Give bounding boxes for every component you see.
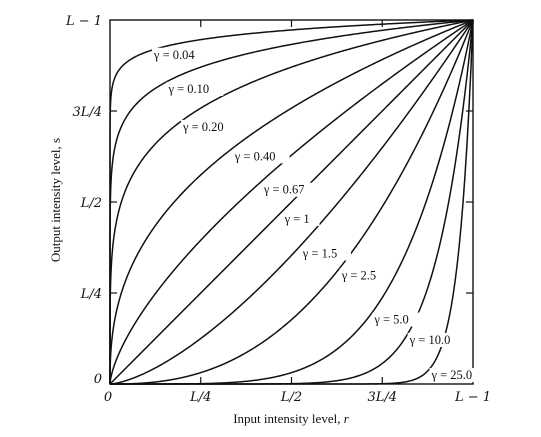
x-tick-label: L/2 xyxy=(280,390,302,405)
gamma-label-background xyxy=(151,47,209,62)
ticks-group: 0 L/4 L/2 3L/4 L − 1 0 L/4 L/2 3L/4 L − 1 xyxy=(65,14,491,405)
curve-gamma-1-5 xyxy=(110,19,474,385)
gamma-label: γ = 1.5 xyxy=(302,247,337,261)
gamma-label-background xyxy=(232,149,290,164)
gamma-label: γ = 1 xyxy=(284,212,310,226)
y-tick-label: L/4 xyxy=(80,287,102,302)
gamma-label-background xyxy=(407,332,465,347)
curve-gamma-0-4 xyxy=(109,19,474,384)
gamma-label: γ = 25.0 xyxy=(430,368,472,382)
curve-gamma-1 xyxy=(109,19,474,385)
gamma-label: γ = 10.0 xyxy=(409,333,451,347)
x-tick-label: L/4 xyxy=(189,390,211,405)
gamma-label: γ = 0.20 xyxy=(182,120,224,134)
curve-gamma-0-1 xyxy=(109,19,474,384)
gamma-label: γ = 0.10 xyxy=(167,82,209,96)
gamma-label-background xyxy=(372,312,423,327)
x-axis-title: Input intensity level, r xyxy=(233,411,349,426)
y-axis-title: Output intensity level, s xyxy=(48,138,63,262)
x-tick-label: L − 1 xyxy=(454,390,491,405)
curve-gamma-0-2 xyxy=(109,19,474,384)
curves-group xyxy=(109,19,474,385)
gamma-label: γ = 0.40 xyxy=(234,149,276,163)
curve-gamma-0-67 xyxy=(109,19,474,384)
gamma-label-background xyxy=(282,211,320,226)
gamma-label-background xyxy=(180,119,238,134)
curve-gamma-25 xyxy=(110,19,474,385)
y-tick-label: L − 1 xyxy=(65,14,102,29)
gamma-label: γ = 0.04 xyxy=(153,48,195,62)
gamma-label: γ = 0.67 xyxy=(263,183,305,197)
y-tick-label: L/2 xyxy=(80,196,102,211)
y-tick-label: 0 xyxy=(94,372,102,387)
y-tick-label: 3L/4 xyxy=(72,105,102,120)
gamma-label: γ = 2.5 xyxy=(341,268,376,282)
gamma-label-background xyxy=(261,182,319,197)
gamma-label-background xyxy=(339,268,390,283)
curve-gamma-0-04 xyxy=(109,19,474,384)
gamma-label-background xyxy=(300,246,351,261)
x-tick-label: 0 xyxy=(104,390,112,405)
gamma-label-background xyxy=(166,81,224,96)
gamma-label: γ = 5.0 xyxy=(373,313,408,327)
gamma-label-background xyxy=(429,368,487,383)
gamma-labels-group: γ = 0.04 γ = 0.10 γ = 0.20 γ = 0.40 γ = 0.67… xyxy=(151,47,487,383)
x-tick-label: 3L/4 xyxy=(367,390,397,405)
